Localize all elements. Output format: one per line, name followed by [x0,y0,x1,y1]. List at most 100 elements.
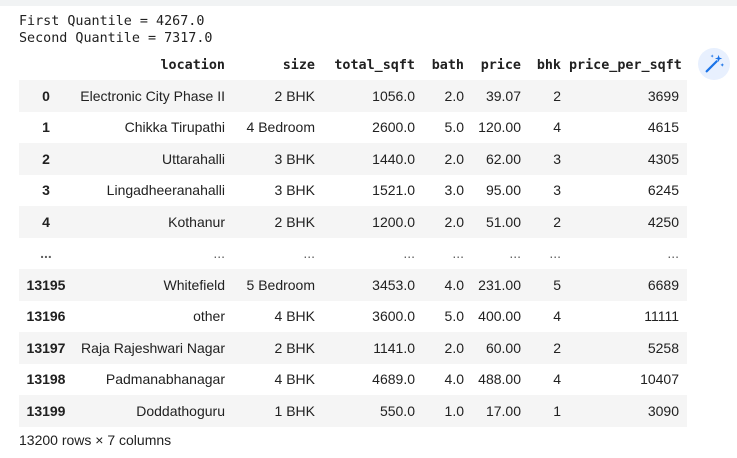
bath-cell: 5.0 [444,308,464,325]
location-cell: Whitefield [163,276,225,293]
cell-output-text: First Quantile = 4267.0 Second Quantile =… [19,13,212,47]
price-cell: 95.00 [485,182,521,199]
table-header-row: location size total_sqft bath price bhk … [19,50,687,80]
price-cell: 400.00 [478,308,521,325]
row-index: 3 [42,182,50,199]
table-body: 0 Electronic City Phase II 2 BHK 1056.0 2.0 3… [19,80,687,427]
price-per-sqft-cell: 3090 [647,402,679,419]
size-cell: 2 BHK [274,87,315,104]
bhk-cell: 1 [553,402,561,419]
size-cell: 2 BHK [274,339,315,356]
column-header-price-per-sqft: price_per_sqft [569,57,682,73]
column-header-bath: bath [431,57,464,73]
bath-cell: 2.0 [444,87,464,104]
output-line: Second Quantile = 7317.0 [19,31,213,46]
table-row: 4 Kothanur 2 BHK 1200.0 2.0 51.00 2 4250 [19,206,687,238]
size-cell: 3 BHK [274,150,315,167]
table-row: 2 Uttarahalli 3 BHK 1440.0 2.0 62.00 3 4305 [19,143,687,175]
location-cell: Chikka Tirupathi [124,119,225,136]
row-index: 1 [42,119,50,136]
location-cell: Uttarahalli [161,150,225,167]
price-cell: 120.00 [478,119,521,136]
location-cell: Kothanur [168,213,225,230]
row-index: 13195 [26,276,66,293]
total-sqft-cell: 1200.0 [372,213,415,230]
price-cell: ... [509,245,521,262]
size-cell: 4 Bedroom [246,119,315,136]
row-index: 13196 [26,308,66,325]
total-sqft-cell: 3453.0 [372,276,415,293]
location-cell: Doddathoguru [136,402,225,419]
total-sqft-cell: 1056.0 [372,87,415,104]
bhk-cell: 3 [553,150,561,167]
column-header-bhk: bhk [536,57,561,73]
bath-cell: 3.0 [444,182,464,199]
column-header-index [19,50,73,80]
size-cell: 4 BHK [274,371,315,388]
bath-cell: 4.0 [444,276,464,293]
column-header-size: size [282,57,315,73]
price-cell: 488.00 [478,371,521,388]
price-per-sqft-cell: 4305 [647,150,679,167]
total-sqft-cell: 550.0 [379,402,415,419]
ellipsis-row: ........................ [19,238,687,270]
price-per-sqft-cell: 4615 [647,119,679,136]
size-cell: 2 BHK [274,213,315,230]
price-per-sqft-cell: 3699 [647,87,679,104]
price-per-sqft-cell: ... [667,245,679,262]
price-per-sqft-cell: 5258 [647,339,679,356]
size-cell: 4 BHK [274,308,315,325]
price-cell: 231.00 [478,276,521,293]
column-header-price: price [480,57,521,73]
bath-cell: 4.0 [444,371,464,388]
row-index: 2 [42,150,50,167]
bhk-cell: 4 [553,371,561,388]
size-cell: 1 BHK [274,402,315,419]
total-sqft-cell: 3600.0 [372,308,415,325]
bhk-cell: 4 [553,308,561,325]
row-index: 13199 [26,402,66,419]
magic-wand-button[interactable] [698,48,730,80]
total-sqft-cell: 2600.0 [372,119,415,136]
cell-top-bar [0,0,737,6]
table-row: 0 Electronic City Phase II 2 BHK 1056.0 2.0 3… [19,80,687,112]
location-cell: Padmanabhanagar [105,371,225,388]
row-index: 13197 [26,339,66,356]
row-index: ... [40,245,52,262]
bhk-cell: 2 [553,87,561,104]
bath-cell: ... [452,245,464,262]
location-cell: Lingadheeranahalli [106,182,225,199]
bhk-cell: ... [549,245,561,262]
price-cell: 17.00 [485,402,521,419]
bhk-cell: 2 [553,339,561,356]
table-row: 13198 Padmanabhanagar 4 BHK 4689.0 4.0 488.00… [19,364,687,396]
row-index: 0 [42,87,50,104]
table-row: 13196 other 4 BHK 3600.0 5.0 400.00 4 11111 [19,301,687,333]
price-cell: 62.00 [485,150,521,167]
total-sqft-cell: 1440.0 [372,150,415,167]
column-header-location: location [160,57,226,73]
size-cell: ... [303,245,315,262]
price-per-sqft-cell: 10407 [640,371,679,388]
dataframe-shape-text: 13200 rows × 7 columns [19,432,172,448]
bath-cell: 5.0 [444,119,464,136]
bath-cell: 1.0 [444,402,464,419]
row-index: 13198 [26,371,66,388]
magic-wand-icon [705,54,725,73]
bhk-cell: 2 [553,213,561,230]
bath-cell: 2.0 [444,213,464,230]
output-line: First Quantile = 4267.0 [19,14,205,29]
table-row: 1 Chikka Tirupathi 4 Bedroom 2600.0 5.0 120.0… [19,112,687,144]
dataframe-table: location size total_sqft bath price bhk … [19,50,687,427]
table-row: 13197 Raja Rajeshwari Nagar 2 BHK 1141.0 2.0… [19,332,687,364]
column-header-total-sqft: total_sqft [334,57,415,73]
location-cell: Electronic City Phase II [80,87,225,104]
bhk-cell: 3 [553,182,561,199]
size-cell: 5 Bedroom [246,276,315,293]
price-per-sqft-cell: 6689 [647,276,679,293]
location-cell: ... [213,245,225,262]
bhk-cell: 4 [553,119,561,136]
location-cell: other [193,308,225,325]
size-cell: 3 BHK [274,182,315,199]
price-per-sqft-cell: 6245 [647,182,679,199]
